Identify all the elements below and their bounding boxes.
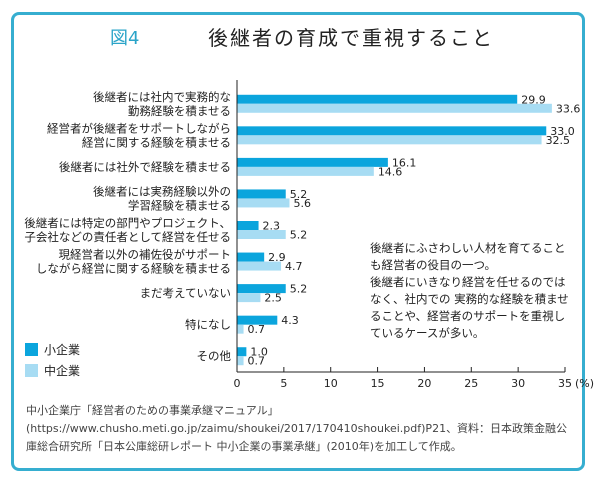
bar	[237, 189, 286, 199]
x-tick-label: 5	[280, 377, 287, 390]
data-label: 4.3	[281, 314, 299, 327]
x-tick-label: 15	[371, 377, 385, 390]
category-label: その他	[197, 349, 232, 363]
figure-label: 図4	[110, 28, 140, 49]
category-label: 後継者には社内で実務的な	[93, 90, 231, 104]
category-label: しながら経営に関する経験を積ませる	[36, 262, 231, 276]
bar	[237, 315, 278, 325]
bar	[237, 284, 286, 294]
bar	[237, 166, 374, 176]
bar	[237, 198, 290, 208]
category-label: 後継者には特定の部門やプロジェクト、	[24, 216, 231, 230]
annotation-line: 後継者にいきなり経営を任せるのではなく、社内での 実務的な経験を積ませることや、…	[370, 275, 569, 340]
x-tick-label: 10	[324, 377, 338, 390]
data-label: 16.1	[392, 156, 417, 169]
bar	[237, 252, 265, 262]
annotation: 後継者にふさわしい人材を育てることも経営者の役目の一つ。 後継者にいきなり経営を…	[370, 240, 570, 342]
data-label: 5.6	[293, 197, 311, 210]
data-label: 5.2	[290, 283, 308, 296]
bar	[237, 324, 244, 334]
x-tick-label: 30	[511, 377, 525, 390]
data-label: 2.3	[263, 220, 281, 233]
annotation-line: 後継者にふさわしい人材を育てることも経営者の役目の一つ。	[370, 241, 566, 272]
category-label: 経営者が後継者をサポートしながら	[47, 121, 231, 135]
legend-label: 小企業	[44, 343, 81, 357]
legend-item-small: 小企業	[25, 341, 80, 358]
category-label: 勤務経験を積ませる	[128, 104, 231, 118]
category-label: 後継者には実務経験以外の	[93, 184, 231, 198]
x-tick-label: 25	[464, 377, 478, 390]
data-label: 4.7	[285, 260, 303, 273]
bar	[237, 347, 247, 357]
bar	[237, 221, 259, 230]
x-unit-label: (%)	[575, 377, 594, 390]
data-label: 5.2	[290, 188, 308, 201]
bar	[237, 126, 547, 136]
chart-title: 後継者の育成で重視すること	[208, 26, 494, 50]
bar	[237, 230, 286, 239]
data-label: 1.0	[250, 346, 268, 359]
bar	[237, 135, 542, 145]
bar	[237, 103, 552, 113]
data-label: 0.7	[248, 323, 266, 336]
data-label: 29.9	[521, 93, 546, 106]
data-label: 0.7	[248, 355, 266, 368]
data-label: 32.5	[546, 134, 571, 147]
bar	[237, 94, 518, 104]
category-label: 特になし	[185, 318, 231, 332]
category-label: まだ考えていない	[140, 286, 231, 300]
x-tick-label: 35	[558, 377, 572, 390]
bar	[237, 356, 244, 366]
x-tick-label: 20	[417, 377, 431, 390]
legend-swatch	[25, 364, 38, 377]
x-tick-label: 0	[234, 377, 241, 390]
category-label: 学習経験を積ませる	[128, 198, 231, 212]
bar	[237, 293, 261, 303]
data-label: 33.0	[550, 125, 575, 138]
data-label: 33.6	[556, 102, 581, 115]
category-label: 後継者には社外で経験を積ませる	[59, 160, 231, 174]
category-label: 子会社などの責任者として経営を任せる	[24, 230, 231, 244]
data-label: 14.6	[378, 165, 403, 178]
source-note: 中小企業庁「経営者のための事業承継マニュアル」(https://www.chus…	[26, 404, 568, 453]
frame-border	[11, 12, 585, 471]
category-label: 経営に関する経験を積ませる	[82, 135, 231, 149]
bar	[237, 157, 388, 167]
legend-item-medium: 中企業	[25, 362, 80, 379]
data-label: 2.9	[268, 251, 286, 264]
legend-label: 中企業	[44, 364, 81, 378]
data-label: 2.5	[264, 292, 282, 305]
data-label: 5.2	[290, 229, 308, 242]
category-label: 現経営者以外の補佐役がサポート	[59, 248, 232, 262]
bar	[237, 261, 282, 271]
legend-swatch	[25, 343, 38, 356]
